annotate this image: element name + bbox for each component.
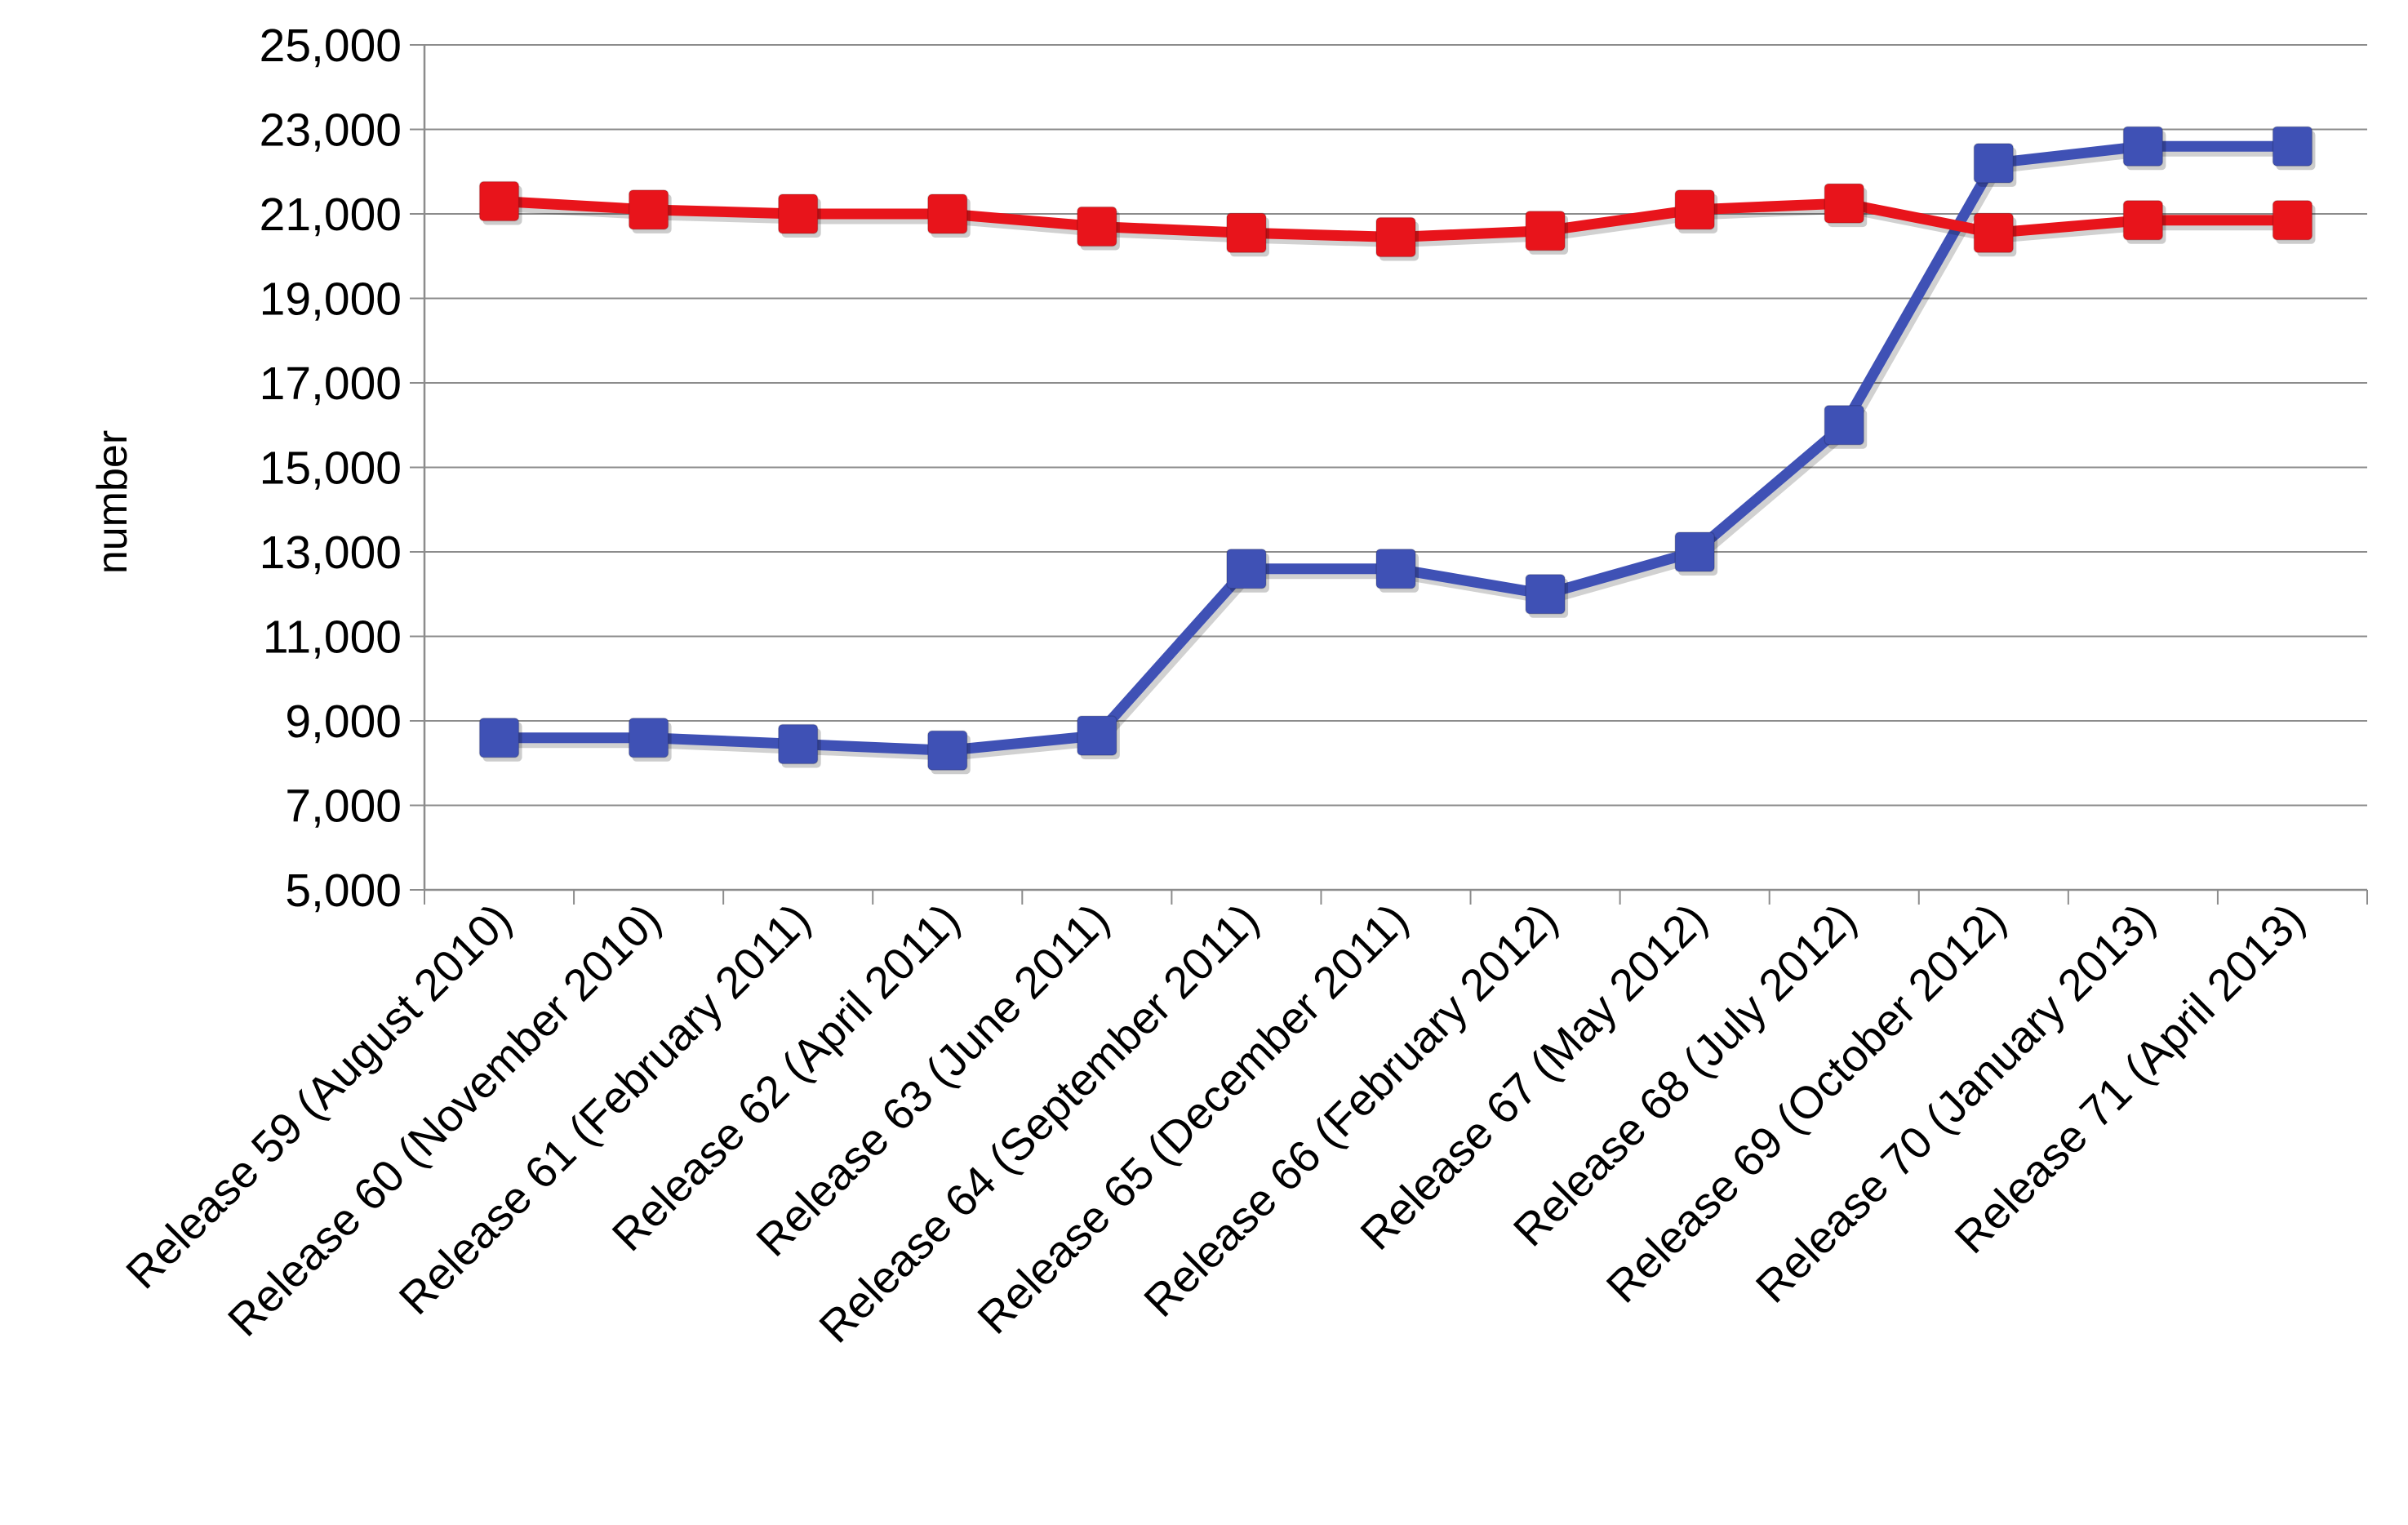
- data-point: [1226, 548, 1267, 589]
- y-tick-label: 25,000: [260, 20, 402, 72]
- y-axis-title: number: [89, 430, 136, 574]
- y-tick-label: 17,000: [260, 358, 402, 410]
- y-tick-label: 21,000: [260, 189, 402, 241]
- data-point: [1824, 183, 1864, 224]
- gridlines: [424, 44, 2367, 807]
- data-point: [1525, 574, 1566, 615]
- y-tick-label: 11,000: [263, 611, 402, 664]
- data-point: [1077, 715, 1117, 756]
- data-point: [478, 180, 520, 222]
- series-2: [478, 180, 2316, 261]
- data-point: [1226, 212, 1267, 254]
- data-point: [628, 717, 669, 758]
- series-lines: [478, 126, 2316, 775]
- y-tick-label: 23,000: [260, 104, 402, 157]
- y-tick-label: 9,000: [285, 696, 402, 748]
- data-point: [1674, 531, 1715, 572]
- y-tick-label: 19,000: [260, 273, 402, 326]
- y-tick-label: 5,000: [285, 865, 402, 917]
- data-point: [2272, 126, 2313, 167]
- data-point: [1973, 143, 2015, 184]
- x-tick-labels: Release 59 (August 2010)Release 60 (Nove…: [116, 894, 2314, 1353]
- data-point: [628, 189, 669, 230]
- y-tick-label: 13,000: [260, 527, 402, 579]
- data-point: [1375, 216, 1416, 258]
- data-point: [2122, 126, 2164, 167]
- data-point: [1973, 212, 2015, 254]
- data-point: [777, 193, 819, 234]
- data-point: [1674, 189, 1715, 230]
- y-tick-label: 7,000: [285, 780, 402, 833]
- data-point: [478, 717, 520, 758]
- y-tick-labels: 5,000 7,000 9,000 11,000 13,000 15,000 17,000 1…: [260, 20, 402, 917]
- data-point: [1077, 206, 1117, 247]
- axes: [410, 44, 2368, 905]
- data-point: [1525, 210, 1566, 251]
- data-point: [927, 193, 968, 234]
- data-point: [1824, 405, 1864, 446]
- data-point: [927, 730, 968, 771]
- data-point: [777, 723, 819, 765]
- data-point: [2122, 200, 2164, 241]
- data-point: [2272, 200, 2313, 241]
- series-1: [478, 126, 2316, 775]
- data-point: [1375, 548, 1416, 589]
- y-tick-label: 15,000: [260, 442, 402, 495]
